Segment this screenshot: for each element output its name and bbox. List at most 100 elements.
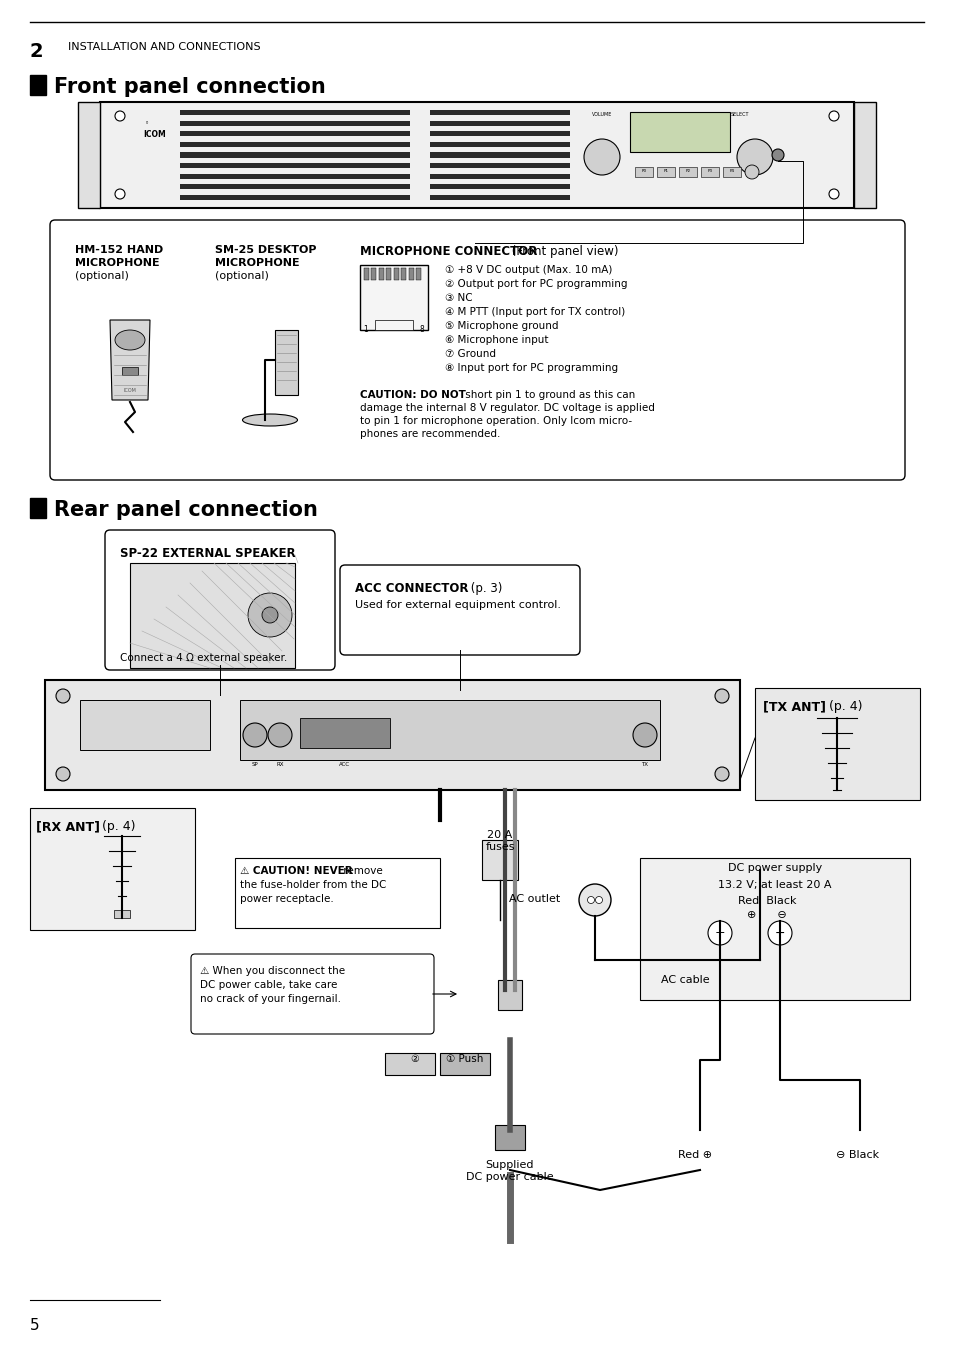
Bar	[30, 809, 194, 930]
Bar	[180, 142, 410, 147]
Bar	[80, 701, 210, 751]
Text: HM-152 HAND: HM-152 HAND	[75, 244, 163, 255]
Bar	[180, 131, 410, 136]
FancyBboxPatch shape	[105, 531, 335, 670]
Circle shape	[115, 111, 125, 122]
Text: ① Push: ① Push	[446, 1054, 483, 1064]
Text: damage the internal 8 V regulator. DC voltage is applied: damage the internal 8 V regulator. DC vo…	[359, 404, 654, 413]
Polygon shape	[110, 320, 150, 400]
FancyBboxPatch shape	[339, 566, 579, 655]
Bar	[180, 194, 410, 200]
Text: Red ⊕: Red ⊕	[678, 1150, 711, 1160]
Text: ACC CONNECTOR: ACC CONNECTOR	[355, 582, 468, 595]
Bar	[722, 167, 740, 177]
FancyBboxPatch shape	[50, 220, 904, 481]
Bar	[629, 112, 729, 153]
Circle shape	[707, 921, 731, 945]
Text: P3: P3	[707, 169, 712, 173]
Text: INSTALLATION AND CONNECTIONS: INSTALLATION AND CONNECTIONS	[68, 42, 260, 53]
Bar	[430, 120, 569, 126]
Circle shape	[248, 593, 292, 637]
Text: [RX ANT]: [RX ANT]	[36, 819, 100, 833]
Circle shape	[587, 896, 594, 903]
Text: DC power supply: DC power supply	[727, 863, 821, 873]
Bar	[299, 718, 390, 748]
Text: Connect a 4 Ω external speaker.: Connect a 4 Ω external speaker.	[120, 653, 287, 663]
Text: ⚠ CAUTION! NEVER: ⚠ CAUTION! NEVER	[240, 865, 353, 876]
Bar	[359, 265, 428, 329]
Circle shape	[828, 111, 838, 122]
Bar	[416, 269, 421, 279]
Circle shape	[633, 724, 657, 747]
Bar	[371, 269, 376, 279]
Text: −: −	[774, 926, 784, 940]
Circle shape	[583, 139, 619, 176]
Bar	[497, 980, 521, 1010]
Bar	[430, 174, 569, 178]
Bar	[430, 153, 569, 158]
Text: MICROPHONE: MICROPHONE	[75, 258, 159, 269]
Bar	[122, 367, 138, 375]
Text: ACC: ACC	[339, 761, 350, 767]
Bar	[439, 1053, 490, 1075]
Bar	[657, 167, 675, 177]
Bar	[409, 269, 414, 279]
Text: ① +8 V DC output (Max. 10 mA): ① +8 V DC output (Max. 10 mA)	[444, 265, 612, 275]
Bar	[240, 701, 659, 760]
Text: short pin 1 to ground as this can: short pin 1 to ground as this can	[461, 390, 635, 400]
Bar	[639, 859, 909, 1000]
Bar	[375, 320, 413, 329]
Text: (optional): (optional)	[75, 271, 129, 281]
Bar	[130, 563, 294, 668]
Circle shape	[115, 189, 125, 198]
Circle shape	[737, 139, 772, 176]
Circle shape	[56, 688, 70, 703]
Bar	[430, 194, 569, 200]
Text: Rear panel connection: Rear panel connection	[54, 500, 317, 520]
Text: AC cable: AC cable	[660, 975, 709, 985]
Circle shape	[268, 724, 292, 747]
Bar	[180, 153, 410, 158]
Text: 1: 1	[363, 325, 367, 333]
Text: AC outlet: AC outlet	[508, 894, 559, 904]
Bar	[378, 269, 384, 279]
Text: (p. 3): (p. 3)	[467, 582, 502, 595]
Text: Red  Black: Red Black	[737, 896, 796, 906]
Text: TX: TX	[640, 761, 648, 767]
Text: ICOM: ICOM	[124, 387, 136, 393]
Circle shape	[595, 896, 602, 903]
Bar	[180, 184, 410, 189]
Text: 8: 8	[419, 325, 424, 333]
Bar	[180, 163, 410, 169]
Bar	[30, 76, 46, 95]
Bar	[45, 680, 740, 790]
Text: ⑧ Input port for PC programming: ⑧ Input port for PC programming	[444, 363, 618, 373]
Circle shape	[56, 767, 70, 782]
Bar	[430, 142, 569, 147]
Text: ②: ②	[410, 1054, 419, 1064]
Text: the fuse-holder from the DC: the fuse-holder from the DC	[240, 880, 386, 890]
Text: to pin 1 for microphone operation. Only Icom micro-: to pin 1 for microphone operation. Only …	[359, 416, 632, 427]
Text: (optional): (optional)	[214, 271, 269, 281]
Circle shape	[828, 189, 838, 198]
Bar	[385, 1053, 435, 1075]
Text: +: +	[714, 926, 724, 940]
Bar	[700, 167, 719, 177]
Bar	[495, 1125, 524, 1150]
Text: Used for external equipment control.: Used for external equipment control.	[355, 599, 560, 610]
Bar	[401, 269, 406, 279]
Text: CAUTION: DO NOT: CAUTION: DO NOT	[359, 390, 465, 400]
Text: no crack of your fingernail.: no crack of your fingernail.	[200, 994, 340, 1004]
Text: ⚠ When you disconnect the: ⚠ When you disconnect the	[200, 967, 345, 976]
Circle shape	[714, 767, 728, 782]
Bar	[364, 269, 369, 279]
Text: SP: SP	[252, 761, 258, 767]
Text: DC power cable, take care: DC power cable, take care	[200, 980, 337, 990]
Bar	[78, 103, 100, 208]
Text: Front panel connection: Front panel connection	[54, 77, 325, 97]
Text: (Front panel view): (Front panel view)	[507, 244, 618, 258]
Bar	[234, 859, 439, 927]
Circle shape	[744, 165, 759, 180]
Text: 5: 5	[30, 1318, 40, 1332]
Circle shape	[243, 724, 267, 747]
